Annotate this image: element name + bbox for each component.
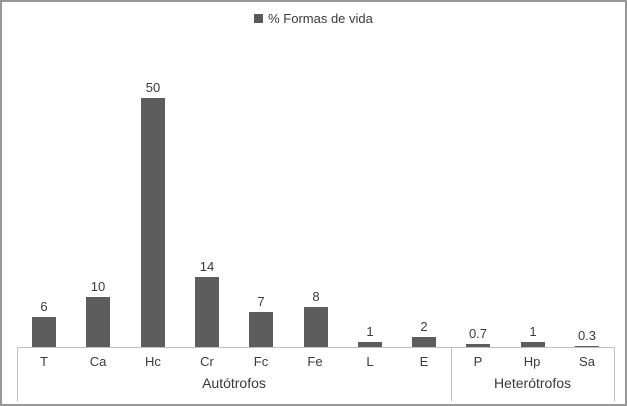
category-label: Hp [523, 354, 541, 369]
bar-Cr [195, 277, 219, 347]
bar-Fe [304, 307, 328, 347]
bar-value-label: 1 [366, 324, 374, 339]
chart-legend: % Formas de vida [2, 12, 625, 25]
legend-swatch-square-icon [254, 14, 264, 23]
bar-L [358, 342, 382, 347]
category-label: P [473, 354, 483, 369]
category-label: Cr [200, 354, 214, 369]
bar-value-label: 0.7 [468, 326, 488, 341]
bar-value-label: 8 [312, 289, 320, 304]
bar-value-label: 50 [145, 80, 161, 95]
group-separator-line [17, 347, 18, 401]
bar-Fc [249, 312, 273, 347]
bar-Ca [86, 297, 110, 347]
bar-Hc [141, 98, 165, 347]
category-label: Sa [579, 354, 595, 369]
bar-Sa [575, 346, 599, 347]
category-label: Fe [307, 354, 323, 369]
group-label-Autótrofos: Autótrofos [202, 375, 266, 391]
bar-value-label: 14 [199, 259, 215, 274]
category-axis-line [17, 347, 614, 348]
group-separator-line [451, 347, 452, 401]
category-label: T [40, 354, 48, 369]
group-label-Heterótrofos: Heterótrofos [493, 375, 572, 391]
bar-P [466, 344, 490, 347]
category-label: Ca [89, 354, 107, 369]
category-label: Hc [145, 354, 161, 369]
bar-value-label: 2 [420, 319, 428, 334]
legend-series-label: % Formas de vida [268, 11, 373, 26]
bar-value-label: 7 [257, 294, 265, 309]
bar-value-label: 10 [90, 279, 106, 294]
category-label: Fc [253, 354, 269, 369]
bar-value-label: 0.3 [577, 328, 597, 343]
category-label: L [366, 354, 374, 369]
category-label: E [419, 354, 429, 369]
bar-T [32, 317, 56, 347]
bar-Hp [521, 342, 545, 347]
group-separator-line [614, 347, 615, 401]
bar-E [412, 337, 436, 347]
bar-value-label: 6 [40, 299, 48, 314]
bar-value-label: 1 [529, 324, 537, 339]
